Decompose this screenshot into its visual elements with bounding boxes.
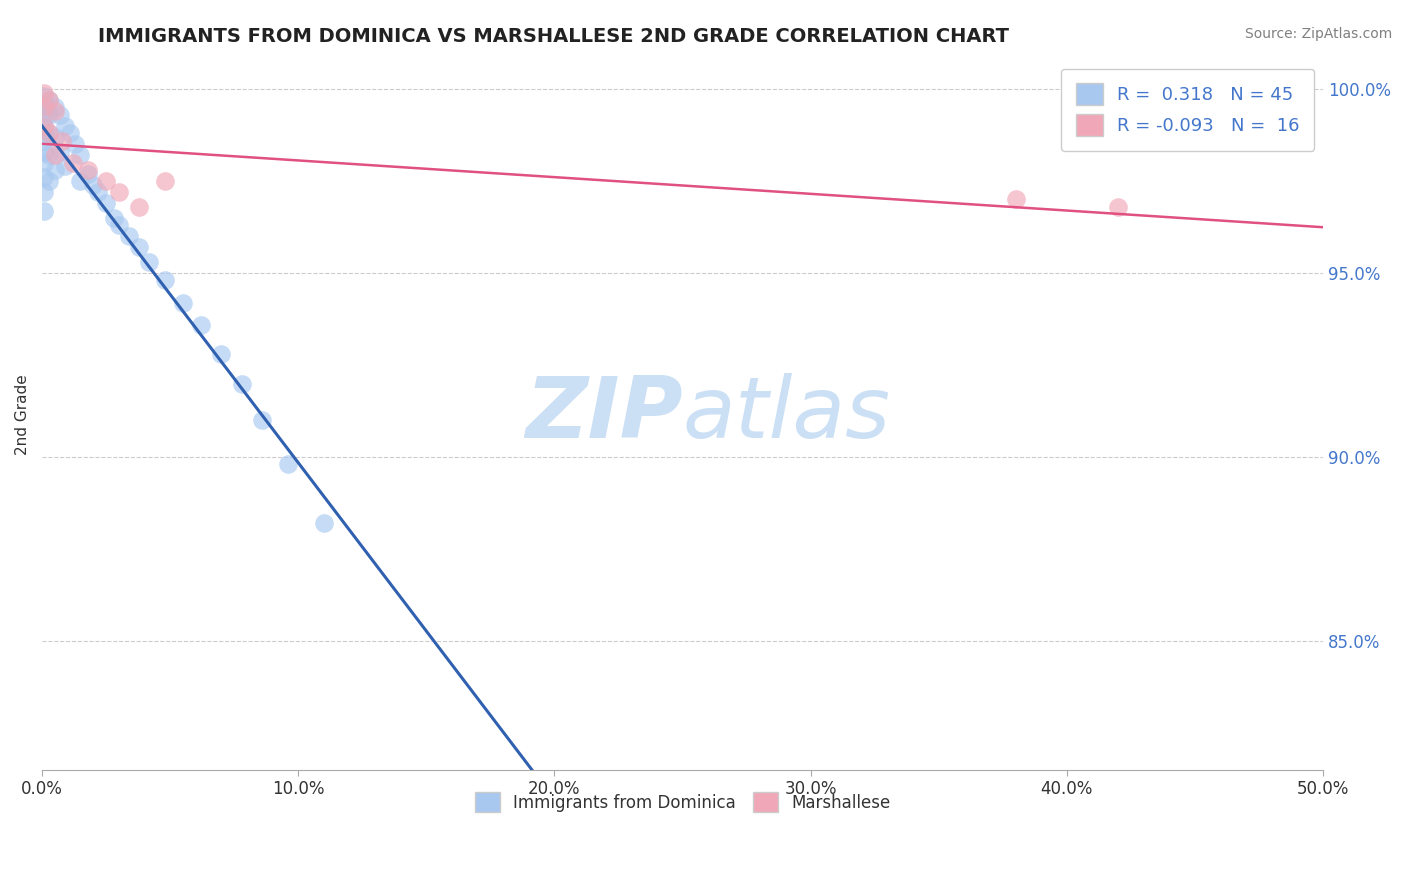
Point [53,159,76,173]
Point [118,229,141,244]
Point [62,155,84,169]
Point [34,119,56,133]
Point [44,100,66,114]
Point [38,126,60,140]
Point [38,126,60,140]
Point [1004,193,1026,207]
Point [34,126,56,140]
Point [34,112,56,126]
Point [172,295,194,310]
Point [107,219,129,233]
Point [128,200,150,214]
Text: atlas: atlas [682,373,890,457]
Point [1107,200,1129,214]
Text: Source: ZipAtlas.com: Source: ZipAtlas.com [1244,27,1392,41]
Point [138,255,160,269]
Point [77,167,100,181]
Point [82,178,104,192]
Point [34,100,56,114]
Point [77,163,100,178]
Point [209,347,232,361]
Point [69,148,91,162]
Point [38,93,60,107]
Point [53,119,76,133]
Point [94,174,117,188]
Point [38,148,60,162]
Point [44,104,66,119]
Y-axis label: 2nd Grade: 2nd Grade [15,375,30,455]
Point [34,119,56,133]
Point [38,108,60,122]
Point [107,185,129,199]
Point [44,148,66,162]
Point [34,185,56,199]
Point [34,86,56,100]
Point [103,211,125,225]
Point [34,155,56,169]
Text: ZIP: ZIP [524,373,682,457]
Point [48,108,70,122]
Point [250,413,273,427]
Text: IMMIGRANTS FROM DOMINICA VS MARSHALLESE 2ND GRADE CORRELATION CHART: IMMIGRANTS FROM DOMINICA VS MARSHALLESE … [98,27,1010,45]
Point [34,89,56,103]
Point [94,196,117,211]
Point [34,104,56,119]
Point [153,273,176,287]
Point [51,134,73,148]
Point [38,174,60,188]
Legend: Immigrants from Dominica, Marshallese: Immigrants from Dominica, Marshallese [461,779,904,826]
Point [38,93,60,107]
Point [63,137,86,152]
Point [277,458,299,472]
Point [34,170,56,185]
Point [59,126,82,140]
Point [153,174,176,188]
Point [69,174,91,188]
Point [48,145,70,159]
Point [44,129,66,144]
Point [34,145,56,159]
Point [34,134,56,148]
Point [231,376,253,391]
Point [312,516,335,531]
Point [87,185,110,199]
Point [44,163,66,178]
Point [128,240,150,254]
Point [34,96,56,111]
Point [190,318,212,332]
Point [34,203,56,218]
